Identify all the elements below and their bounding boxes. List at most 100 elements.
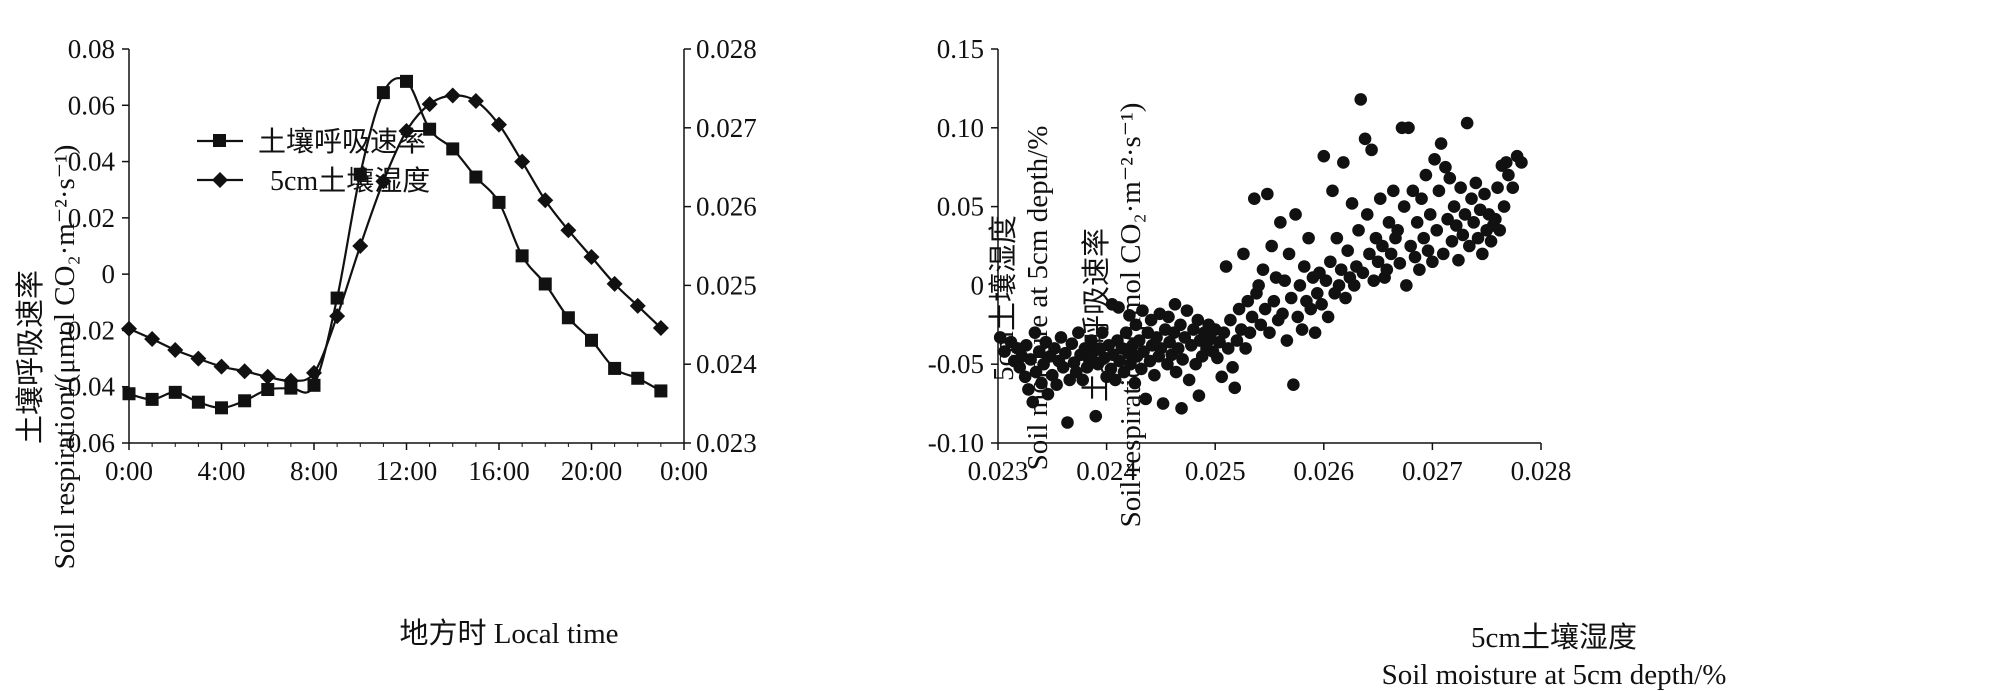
moisture-diamond-point	[583, 249, 600, 266]
scatter-point	[1013, 361, 1027, 374]
scatter-point	[1347, 279, 1361, 292]
y-axis-title-cn-scatter: 土壤呼吸速率	[1080, 228, 1113, 402]
scatter-point	[1026, 395, 1040, 409]
y-axis-title-en-line-chart: Soil respiration/(μmol CO₂·m⁻²·s⁻¹)	[49, 145, 81, 570]
moisture-diamond-point	[167, 342, 184, 359]
scatter-point	[1265, 239, 1278, 253]
scatter-point	[1039, 335, 1053, 349]
scatter-point	[1432, 184, 1446, 198]
scatter-point	[1434, 137, 1448, 150]
scatter-point	[1489, 212, 1502, 226]
scatter-point	[1382, 216, 1396, 229]
scatter-point	[1024, 353, 1037, 366]
scatter-point	[1054, 331, 1068, 344]
scatter-point	[1076, 373, 1090, 387]
scatter-point	[1104, 362, 1118, 376]
scatter-point	[1137, 345, 1150, 358]
scatter-point	[1245, 310, 1259, 324]
scatter-point	[1041, 387, 1055, 401]
scatter-point	[1144, 313, 1158, 327]
scatter-point	[1291, 310, 1305, 324]
moisture-diamond-point	[491, 116, 507, 133]
scatter-point	[1187, 323, 1200, 336]
scatter-point	[1371, 255, 1385, 269]
scatter-point	[1467, 216, 1480, 229]
scatter-point	[1465, 192, 1478, 206]
scatter-point	[1308, 326, 1322, 339]
moisture-diamond-point	[213, 358, 230, 375]
scatter-point	[1373, 192, 1387, 206]
scatter-point	[1163, 335, 1176, 349]
scatter-point	[1168, 298, 1182, 311]
respiration-square-point	[515, 249, 529, 263]
scatter-point	[1048, 342, 1061, 355]
line-chart-markers	[121, 74, 669, 415]
respiration-square-point	[191, 395, 205, 409]
scatter-point	[1241, 294, 1255, 308]
left-y-tick-label: -0.02	[59, 315, 115, 345]
line-chart-axes	[122, 48, 691, 450]
x-tick-label: 20:00	[561, 456, 623, 486]
scatter-point	[1169, 365, 1183, 379]
scatter-y-axis-title: 土壤呼吸速率 Soil respiration/(μmol CO₂·m⁻²·s⁻…	[1080, 103, 1147, 528]
moisture-diamond-point	[236, 363, 253, 380]
scatter-point	[1356, 266, 1370, 280]
moisture-scatter-chart: -0.10 -0.05 0 0.05 0.10 0.15 0.023 0.024 0.025 0.…	[928, 34, 1727, 691]
scatter-point	[998, 345, 1011, 358]
scatter-point	[1254, 318, 1268, 332]
moisture-diamond-point	[629, 297, 646, 314]
scatter-point	[1410, 216, 1424, 229]
scatter-point	[1056, 361, 1070, 374]
scatter-point	[1406, 184, 1420, 198]
right-y-tick-label: 0.026	[696, 192, 757, 222]
scatter-point	[1393, 257, 1407, 270]
scatter-point	[1380, 263, 1394, 276]
scatter-point	[1150, 331, 1163, 344]
scatter-x-tick-label: 0.027	[1402, 456, 1463, 486]
legend-square-marker	[213, 134, 226, 147]
respiration-square-point	[585, 333, 598, 347]
moisture-diamond-point	[606, 275, 623, 292]
left-y-tick-label: 0.02	[68, 203, 115, 233]
scatter-point	[1289, 208, 1302, 221]
scatter-point	[1295, 323, 1309, 336]
scatter-point	[1059, 346, 1072, 360]
scatter-x-axis-title: 5cm土壤湿度 Soil moisture at 5cm depth/%	[1382, 621, 1727, 691]
moisture-diamond-point	[467, 93, 484, 110]
scatter-point	[1471, 231, 1485, 245]
respiration-square-point	[215, 401, 228, 415]
scatter-point	[1478, 187, 1491, 201]
scatter-point	[1226, 361, 1239, 374]
scatter-point	[1089, 409, 1103, 423]
scatter-point	[1408, 250, 1422, 264]
scatter-point	[1497, 200, 1511, 213]
scatter-point	[1276, 307, 1289, 321]
moisture-diamond-point	[352, 238, 369, 254]
scatter-point	[1449, 219, 1463, 232]
scatter-point	[1384, 247, 1398, 261]
scatter-point	[1293, 279, 1307, 292]
scatter-point	[1493, 223, 1507, 237]
scatter-point	[1315, 298, 1328, 311]
legend-label-moisture: 5cm土壤湿度	[270, 165, 430, 197]
scatter-point	[1304, 302, 1318, 316]
right-y-tick-label: 0.023	[696, 428, 757, 458]
scatter-point	[1132, 334, 1146, 347]
scatter-x-tick-label: 0.023	[968, 456, 1029, 486]
respiration-square-point	[238, 394, 252, 408]
scatter-point	[1352, 223, 1365, 237]
moisture-diamond-point	[444, 87, 461, 104]
respiration-square-point	[492, 195, 506, 209]
scatter-point	[1413, 263, 1426, 276]
moisture-diamond-point	[259, 368, 276, 385]
scatter-point	[1469, 176, 1483, 190]
scatter-point	[1065, 337, 1079, 351]
scatter-point	[1085, 334, 1098, 347]
scatter-x-tick-label: 0.025	[1185, 456, 1246, 486]
scatter-point	[1261, 187, 1274, 201]
scatter-point	[1284, 291, 1298, 305]
scatter-point	[1018, 370, 1032, 384]
scatter-point	[1180, 304, 1194, 317]
scatter-point	[1095, 326, 1109, 339]
scatter-point	[1113, 354, 1126, 368]
